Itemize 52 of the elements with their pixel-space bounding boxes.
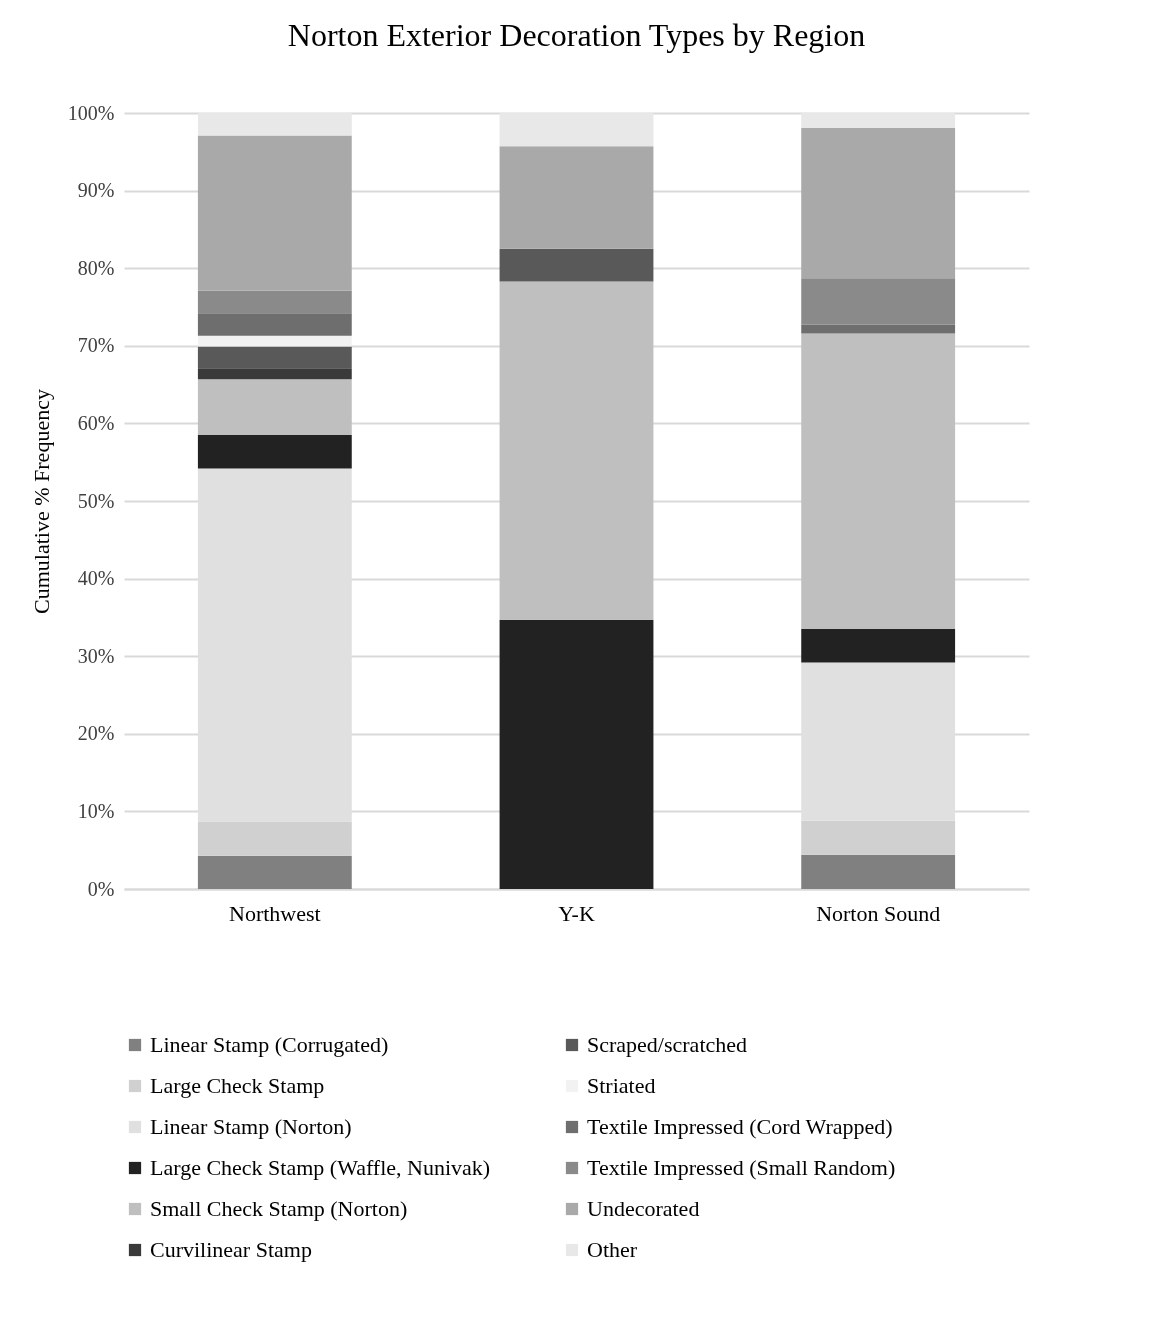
bar <box>801 113 956 128</box>
y-tick-label: 30% <box>77 644 115 667</box>
legend-label: Curvilinear Stamp <box>150 1237 312 1262</box>
bar <box>801 629 956 663</box>
y-tick-label: 70% <box>77 334 115 357</box>
legend-label: Undecorated <box>587 1196 700 1221</box>
bar <box>197 379 352 436</box>
bar <box>499 619 654 889</box>
bar <box>197 855 352 889</box>
bar <box>197 346 352 369</box>
legend-label: Textile Impressed (Cord Wrapped) <box>587 1114 893 1139</box>
chart-title: Norton Exterior Decoration Types by Region <box>287 17 866 53</box>
legend-label: Textile Impressed (Small Random) <box>587 1155 896 1180</box>
bar <box>499 248 654 282</box>
bar <box>197 135 352 291</box>
y-tick-label: 0% <box>87 877 115 900</box>
legend-label: Linear Stamp (Norton) <box>150 1114 352 1139</box>
y-tick-label: 90% <box>77 179 115 202</box>
bar <box>801 820 956 855</box>
bar <box>197 335 352 347</box>
bar <box>197 113 352 136</box>
legend-label: Small Check Stamp (Norton) <box>150 1196 408 1221</box>
y-tick-label: 80% <box>77 256 115 279</box>
legend-label: Scraped/scratched <box>587 1032 748 1057</box>
bar <box>197 313 352 336</box>
y-tick-label: 100% <box>67 101 115 124</box>
legend-label: Other <box>587 1237 638 1262</box>
bar <box>197 821 352 856</box>
legend-label: Linear Stamp (Corrugated) <box>150 1032 389 1057</box>
x-tick-label: Y-K <box>558 900 595 926</box>
bar <box>499 281 654 620</box>
bar <box>197 435 352 469</box>
bar <box>197 368 352 380</box>
x-tick-label: Northwest <box>229 900 321 926</box>
bar <box>801 127 956 279</box>
bar <box>801 278 956 325</box>
y-tick-label: 60% <box>77 411 115 434</box>
bar <box>499 146 654 249</box>
y-tick-label: 10% <box>77 799 115 822</box>
x-tick-label: Norton Sound <box>816 900 941 926</box>
bar <box>801 854 956 889</box>
legend-label: Large Check Stamp <box>150 1073 325 1098</box>
y-tick-label: 20% <box>77 722 115 745</box>
bar <box>801 333 956 630</box>
legend-label: Striated <box>587 1073 656 1098</box>
bar <box>197 290 352 314</box>
y-tick-label: 50% <box>77 489 115 512</box>
legend-label: Large Check Stamp (Waffle, Nunivak) <box>150 1155 491 1180</box>
y-axis-title: Cumulative % Frequency <box>28 389 54 614</box>
y-tick-label: 40% <box>77 567 115 590</box>
bar <box>801 324 956 334</box>
bar <box>499 113 654 147</box>
